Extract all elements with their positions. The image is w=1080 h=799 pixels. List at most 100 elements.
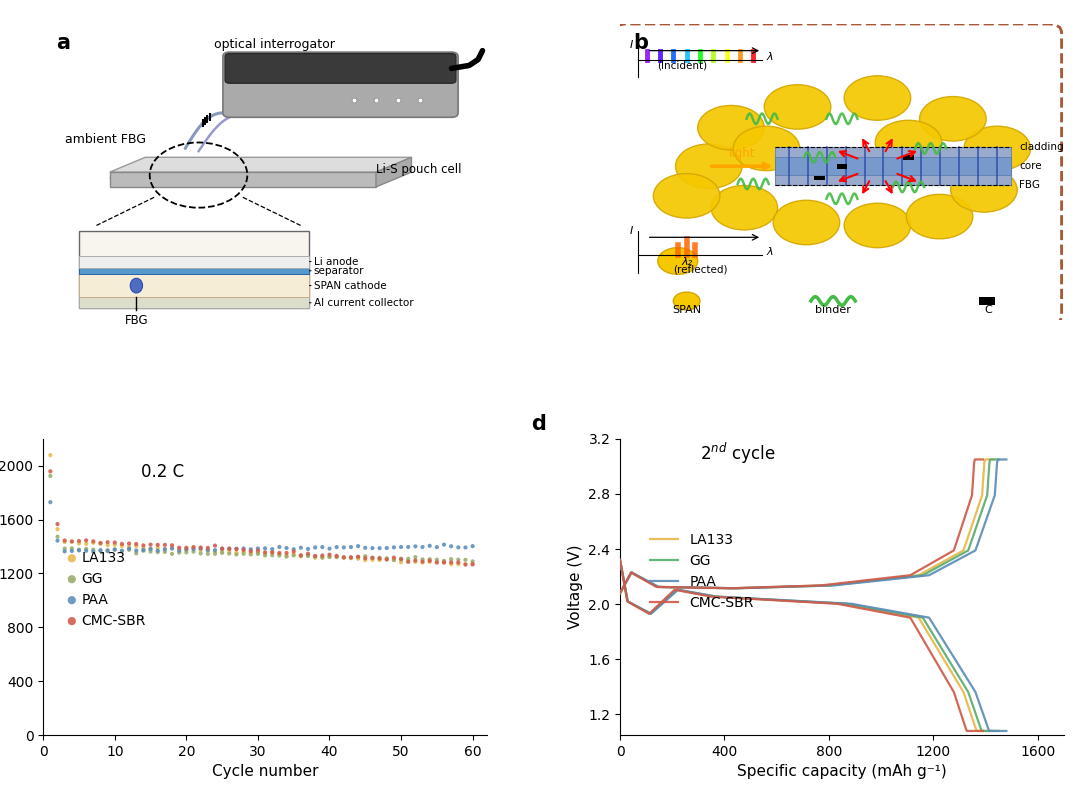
PAA bbox=[378, 542, 395, 555]
Circle shape bbox=[765, 85, 831, 129]
GG bbox=[256, 549, 273, 562]
PAA bbox=[797, 596, 810, 606]
GG bbox=[135, 544, 152, 557]
CMC-SBR bbox=[356, 552, 374, 565]
Circle shape bbox=[845, 203, 910, 248]
CMC-SBR bbox=[206, 539, 224, 552]
LA133 bbox=[978, 726, 991, 736]
CMC-SBR bbox=[960, 726, 973, 736]
GG bbox=[457, 554, 474, 566]
PAA bbox=[242, 543, 259, 555]
CMC-SBR bbox=[141, 539, 159, 551]
CMC-SBR bbox=[335, 551, 352, 563]
LA133 bbox=[378, 553, 395, 566]
LA133 bbox=[256, 547, 273, 560]
CMC-SBR bbox=[271, 547, 288, 559]
GG bbox=[299, 550, 316, 562]
Bar bbox=[79, 256, 310, 268]
Text: a: a bbox=[56, 33, 70, 53]
GG bbox=[307, 550, 324, 562]
LA133 bbox=[206, 546, 224, 559]
GG bbox=[414, 553, 431, 566]
X-axis label: Cycle number: Cycle number bbox=[212, 765, 319, 779]
LA133 bbox=[435, 556, 453, 569]
Circle shape bbox=[698, 105, 765, 150]
GG bbox=[70, 543, 87, 556]
Text: (reflected): (reflected) bbox=[673, 264, 727, 275]
LA133 bbox=[228, 547, 245, 559]
CMC-SBR bbox=[364, 551, 381, 564]
LA133 bbox=[185, 542, 202, 555]
LA133 bbox=[392, 556, 409, 569]
Bar bbox=[775, 147, 1011, 185]
CMC-SBR bbox=[192, 541, 210, 554]
Text: λ₂: λ₂ bbox=[681, 257, 692, 268]
PAA bbox=[106, 543, 123, 556]
GG bbox=[449, 553, 467, 566]
LA133 bbox=[171, 543, 188, 556]
PAA bbox=[121, 543, 138, 555]
GG bbox=[370, 551, 388, 564]
GG bbox=[206, 547, 224, 560]
GG bbox=[99, 544, 117, 557]
Polygon shape bbox=[110, 157, 411, 172]
Text: Li-S pouch cell: Li-S pouch cell bbox=[376, 163, 461, 176]
CMC-SBR bbox=[910, 625, 923, 634]
GG bbox=[64, 542, 81, 555]
LA133 bbox=[350, 552, 367, 565]
Bar bbox=[79, 274, 310, 297]
GG bbox=[386, 554, 403, 566]
LA133 bbox=[386, 554, 403, 566]
PAA bbox=[157, 543, 174, 556]
PAA bbox=[299, 543, 316, 555]
GG bbox=[378, 552, 395, 565]
LA133 bbox=[370, 554, 388, 566]
CMC-SBR bbox=[121, 537, 138, 550]
GG bbox=[121, 543, 138, 556]
GG bbox=[84, 543, 102, 556]
CMC-SBR bbox=[969, 726, 982, 736]
Text: I: I bbox=[630, 40, 633, 50]
PAA bbox=[370, 542, 388, 555]
Text: SPAN cathode: SPAN cathode bbox=[310, 280, 387, 291]
GG bbox=[975, 726, 988, 736]
PAA bbox=[930, 625, 943, 634]
PAA bbox=[84, 545, 102, 558]
LA133 bbox=[42, 449, 59, 462]
GG bbox=[242, 548, 259, 561]
CMC-SBR bbox=[64, 535, 81, 548]
LA133 bbox=[78, 538, 95, 551]
CMC-SBR bbox=[42, 465, 59, 478]
Text: Al current collector: Al current collector bbox=[310, 298, 414, 308]
Text: d: d bbox=[531, 414, 546, 434]
LA133 bbox=[356, 554, 374, 566]
CMC-SBR bbox=[293, 549, 310, 562]
LA133 bbox=[192, 543, 210, 556]
LA133 bbox=[428, 555, 445, 568]
LA133 bbox=[342, 552, 360, 565]
LA133 bbox=[278, 549, 295, 562]
PAA bbox=[92, 544, 109, 557]
PAA bbox=[414, 541, 431, 554]
LA133 bbox=[364, 554, 381, 566]
LA133 bbox=[613, 555, 626, 565]
Text: λ: λ bbox=[767, 51, 773, 62]
LA133 bbox=[815, 598, 828, 607]
Circle shape bbox=[773, 201, 840, 244]
LA133 bbox=[113, 539, 131, 552]
CMC-SBR bbox=[185, 541, 202, 554]
PAA bbox=[285, 543, 302, 555]
Circle shape bbox=[875, 121, 942, 165]
Circle shape bbox=[658, 248, 698, 274]
GG bbox=[220, 547, 238, 560]
Text: $2^{nd}$ cycle: $2^{nd}$ cycle bbox=[700, 440, 775, 466]
PAA bbox=[364, 542, 381, 555]
Bar bbox=[837, 164, 847, 169]
Circle shape bbox=[845, 76, 910, 121]
LA133 bbox=[335, 551, 352, 564]
PAA bbox=[64, 545, 81, 558]
CMC-SBR bbox=[613, 555, 626, 565]
LA133 bbox=[919, 625, 932, 634]
PAA bbox=[613, 555, 626, 565]
GG bbox=[993, 726, 1005, 736]
